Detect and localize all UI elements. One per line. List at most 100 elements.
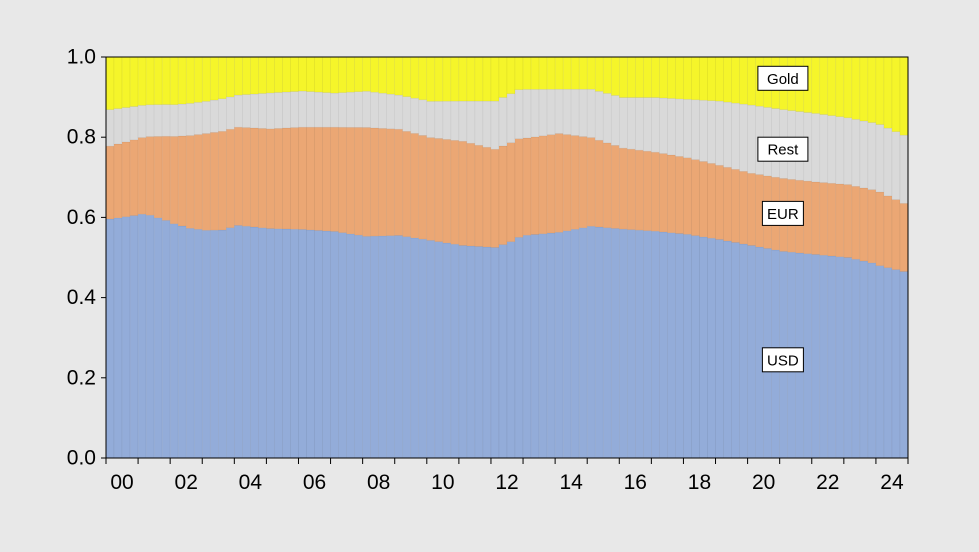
bar-rest-q48 <box>490 100 500 150</box>
bar-usd-q34 <box>378 235 387 459</box>
bar-eur-q4 <box>137 137 147 215</box>
series-label-layer: USD EUR Rest Gold <box>757 65 809 373</box>
x-tick-label: 16 <box>624 471 647 494</box>
bar-gold-q9 <box>177 56 187 105</box>
bar-gold-q89 <box>819 56 829 115</box>
bar-usd-q61 <box>594 226 604 459</box>
bar-gold-q30 <box>346 56 355 93</box>
bar-eur-q13 <box>209 132 219 231</box>
bar-gold-q68 <box>651 56 660 98</box>
bar-rest-q2 <box>121 107 131 143</box>
bar-eur-q14 <box>217 131 227 231</box>
bar-gold-q24 <box>298 56 307 92</box>
bar-usd-q37 <box>402 236 412 459</box>
bar-rest-q20 <box>266 92 275 130</box>
bar-eur-q29 <box>338 126 347 233</box>
bar-rest-q96 <box>875 124 885 193</box>
bar-rest-q0 <box>105 109 115 147</box>
bar-eur-q30 <box>346 127 355 235</box>
bar-usd-q19 <box>258 227 267 459</box>
bar-gold-q59 <box>578 56 588 90</box>
bar-rest-q68 <box>651 97 660 153</box>
bar-rest-q77 <box>723 101 732 168</box>
bar-eur-q5 <box>145 136 155 216</box>
bar-gold-q94 <box>859 56 869 122</box>
bar-rest-q24 <box>298 90 307 128</box>
bar-usd-q23 <box>290 228 299 459</box>
bar-gold-q57 <box>562 56 572 90</box>
bar-gold-q21 <box>274 56 283 93</box>
bar-eur-q28 <box>330 126 339 232</box>
bar-usd-q80 <box>747 245 756 459</box>
bar-gold-q75 <box>707 56 716 101</box>
bar-rest-q42 <box>442 100 452 140</box>
bar-gold-q0 <box>105 56 115 110</box>
bar-eur-q10 <box>185 135 195 229</box>
series-label-box <box>757 65 809 91</box>
bar-rest-q54 <box>538 89 548 137</box>
bar-usd-q89 <box>819 254 829 459</box>
bar-gold-q62 <box>602 56 612 94</box>
bar-rest-q58 <box>570 88 580 136</box>
bar-usd-q28 <box>330 231 339 459</box>
bar-rest-q43 <box>450 100 460 141</box>
bar-eur-q80 <box>747 172 756 246</box>
bar-eur-q87 <box>803 180 813 255</box>
bar-rest-q22 <box>282 91 291 129</box>
bar-gold-q52 <box>522 56 532 90</box>
bar-rest-q50 <box>506 93 516 144</box>
bar-usd-q36 <box>394 235 404 459</box>
bar-eur-q93 <box>851 185 861 260</box>
bar-eur-q35 <box>386 128 396 236</box>
x-tick-label: 08 <box>367 471 390 494</box>
bar-usd-q5 <box>145 214 155 459</box>
bar-usd-q15 <box>226 227 235 459</box>
bar-gold-q66 <box>635 56 644 98</box>
bar-gold-q4 <box>137 56 147 106</box>
bar-eur-q40 <box>426 137 436 241</box>
bar-rest-q15 <box>226 96 235 130</box>
bar-rest-q59 <box>578 88 588 137</box>
bar-usd-q25 <box>306 229 315 459</box>
bar-rest-q74 <box>699 99 708 162</box>
bar-gold-q54 <box>538 56 548 90</box>
x-tick-label: 14 <box>559 471 583 494</box>
bar-usd-q24 <box>298 229 307 459</box>
bar-rest-q79 <box>739 103 748 172</box>
bar-gold-q91 <box>835 56 845 117</box>
bar-rest-q5 <box>145 104 155 137</box>
bar-rest-q93 <box>851 119 861 187</box>
bar-gold-q20 <box>266 56 275 94</box>
bar-gold-q19 <box>258 56 267 94</box>
bar-rest-q25 <box>306 91 315 128</box>
bar-rest-q31 <box>354 91 363 128</box>
x-tick-label: 06 <box>303 471 326 494</box>
bar-rest-q97 <box>883 127 893 197</box>
series-label-text: USD <box>767 352 799 369</box>
bar-gold-q25 <box>306 56 315 92</box>
bar-rest-q36 <box>394 94 404 130</box>
bar-eur-q12 <box>201 133 211 231</box>
bar-eur-q96 <box>875 191 885 266</box>
x-tick-label: 22 <box>816 471 839 494</box>
bar-usd-q93 <box>851 258 861 459</box>
bar-eur-q17 <box>242 127 251 227</box>
bar-gold-q55 <box>546 56 556 90</box>
bar-eur-q92 <box>843 184 853 258</box>
series-label-rest: Rest <box>757 136 809 162</box>
bar-rest-q16 <box>234 94 243 128</box>
bar-usd-q99 <box>899 271 909 459</box>
bar-usd-q2 <box>121 216 131 459</box>
bar-gold-q65 <box>626 56 636 98</box>
bar-gold-q40 <box>426 56 436 102</box>
bar-eur-q74 <box>699 161 708 238</box>
bar-gold-q67 <box>643 56 652 98</box>
bar-usd-q16 <box>234 225 243 459</box>
bar-gold-q22 <box>282 56 291 93</box>
bar-rest-q21 <box>274 92 283 129</box>
bar-usd-q48 <box>490 247 500 459</box>
bar-usd-q98 <box>891 269 901 459</box>
bar-rest-q75 <box>707 100 716 164</box>
bar-gold-q5 <box>145 56 155 106</box>
